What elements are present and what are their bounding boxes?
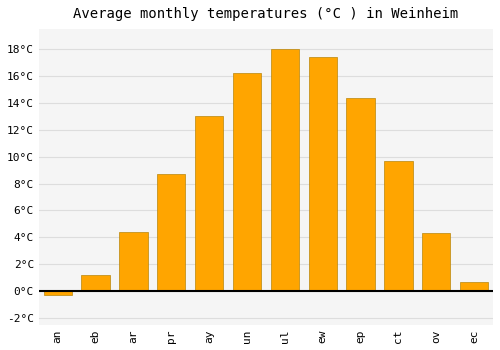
Bar [82, 275, 110, 291]
Title: Average monthly temperatures (°C ) in Weinheim: Average monthly temperatures (°C ) in We… [74, 7, 458, 21]
Bar [346, 98, 375, 291]
Bar [384, 161, 412, 291]
Bar [195, 117, 224, 291]
Bar [233, 74, 261, 291]
Bar [308, 57, 337, 291]
Bar [460, 282, 488, 291]
Bar [422, 233, 450, 291]
Bar [119, 232, 148, 291]
Bar [157, 174, 186, 291]
Bar [270, 49, 299, 291]
Bar [44, 291, 72, 295]
